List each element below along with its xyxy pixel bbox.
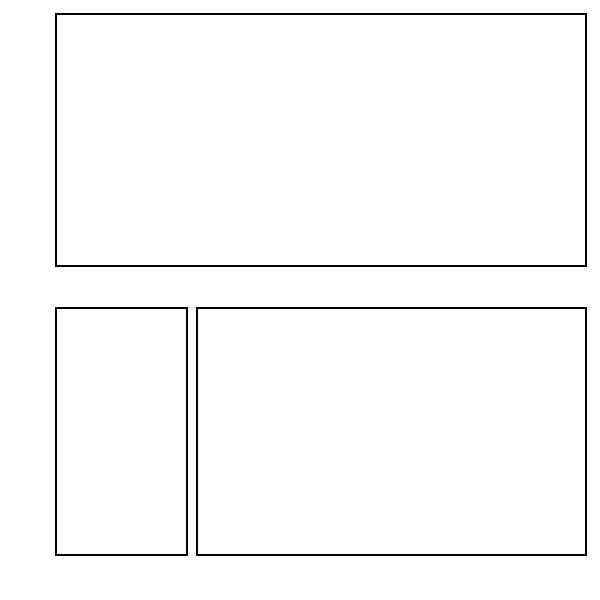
bottom-panel-segment-late [196,307,587,556]
top-panel [55,13,587,267]
bottom-panel-early-plot-area [55,307,188,556]
bottom-panel-late-plot-area [196,307,587,556]
top-panel-plot-area [55,13,587,267]
bottom-panel-segment-early [55,307,188,556]
